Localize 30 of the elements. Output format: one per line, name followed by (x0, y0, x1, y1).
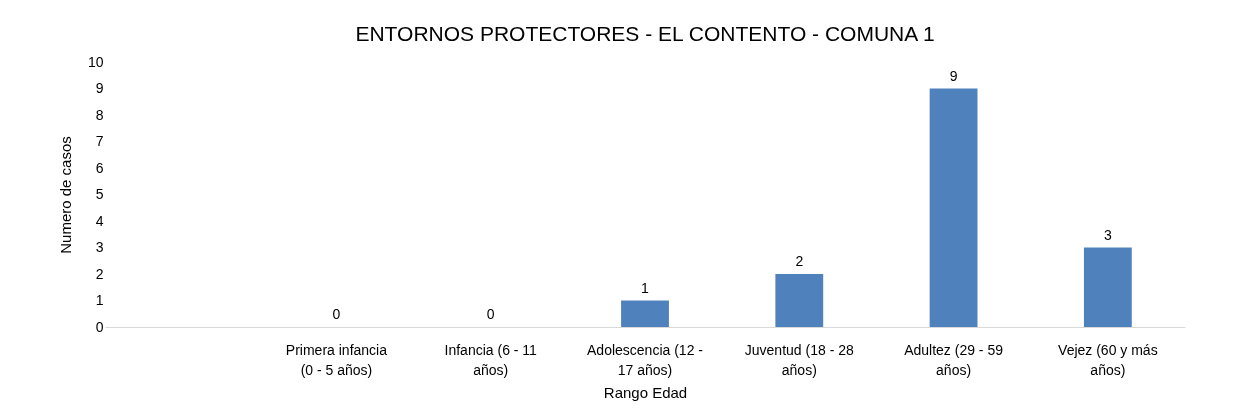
bar (1083, 247, 1132, 327)
data-label: 0 (332, 306, 341, 322)
y-tick-label: 3 (95, 239, 104, 255)
y-tick-label: 1 (95, 292, 104, 308)
x-tick-label: Juventud (18 - 28 años) (744, 341, 854, 378)
x-tick-label: Adultez (29 - 59 años) (904, 341, 1004, 378)
data-label: 9 (949, 67, 958, 84)
y-tick-label: 4 (95, 212, 104, 229)
y-tick-label: 8 (95, 106, 104, 123)
y-tick-label: 10 (87, 53, 104, 70)
x-tick-label: Primera infancia (0 - 5 años) (285, 341, 388, 378)
chart-title: ENTORNOS PROTECTORES - EL CONTENTO - COMUNA 1 (355, 22, 935, 45)
x-tick-label: Vejez (60 y más años) (1058, 341, 1158, 378)
y-tick-label: 2 (95, 265, 104, 282)
bar (929, 88, 978, 327)
data-label: 0 (486, 306, 495, 322)
y-tick-label: 9 (95, 80, 104, 96)
bar (775, 274, 824, 327)
y-axis-title: Numero de casos (56, 136, 74, 254)
data-label: 2 (795, 253, 804, 269)
y-tick-label: 5 (95, 186, 104, 202)
data-label: 3 (1103, 226, 1112, 243)
x-axis-title: Rango Edad (603, 383, 688, 401)
data-label: 1 (641, 279, 650, 296)
bar (621, 300, 669, 327)
y-tick-label: 6 (95, 159, 104, 176)
x-tick-label: Infancia (6 - 11 años) (444, 341, 538, 378)
y-tick-label: 7 (95, 133, 104, 149)
y-tick-label: 0 (95, 318, 104, 335)
x-tick-label: Adolescencia (12 - 17 años) (587, 341, 704, 378)
